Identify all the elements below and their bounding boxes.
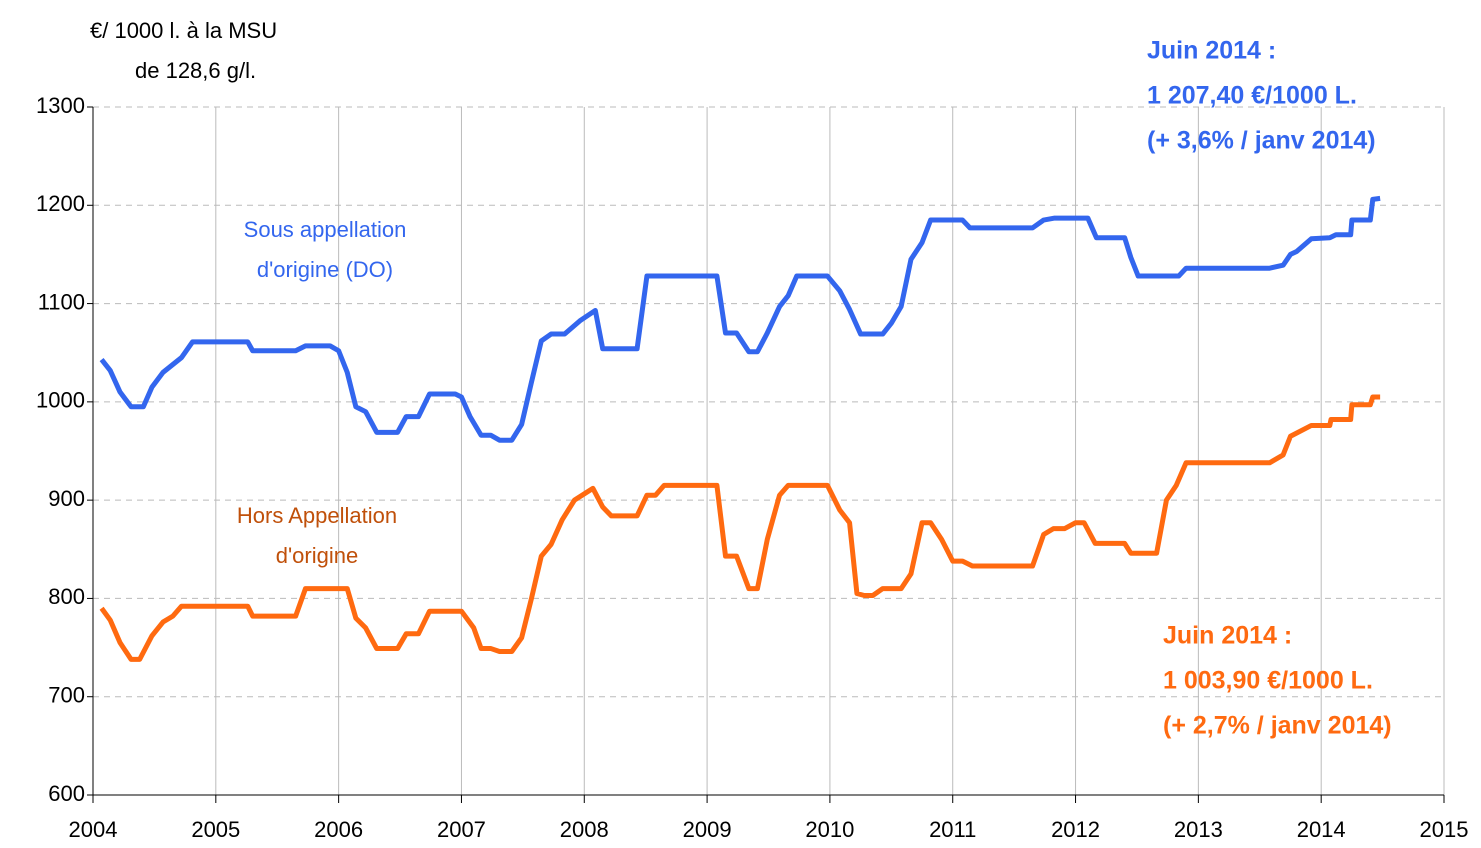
annotation: Juin 2014 :: [1147, 37, 1276, 65]
y-tick-label: 1200: [36, 191, 85, 216]
y-tick-label: 1300: [36, 93, 85, 118]
x-tick-label: 2015: [1420, 817, 1469, 842]
annotation: 1 003,90 €/1000 L.: [1163, 667, 1373, 695]
y-axis-label: €/ 1000 l. à la MSU: [90, 18, 277, 43]
series-label: d'origine: [276, 543, 358, 568]
series-line: [99, 195, 1381, 443]
series-label: Sous appellation: [244, 217, 407, 242]
y-tick-label: 900: [48, 486, 85, 511]
x-tick-label: 2011: [929, 817, 976, 842]
x-tick-label: 2010: [805, 817, 854, 842]
x-tick-label: 2005: [191, 817, 240, 842]
x-tick-label: 2014: [1297, 817, 1346, 842]
annotation: 1 207,40 €/1000 L.: [1147, 82, 1357, 110]
x-tick-label: 2012: [1051, 817, 1100, 842]
y-tick-label: 700: [48, 683, 85, 708]
series-label: Hors Appellation: [237, 503, 397, 528]
x-tick-label: 2013: [1174, 817, 1223, 842]
x-tick-label: 2007: [437, 817, 486, 842]
x-tick-label: 2009: [683, 817, 732, 842]
y-tick-label: 600: [48, 781, 85, 806]
series-label: d'origine (DO): [257, 257, 393, 282]
annotation: (+ 2,7% / janv 2014): [1163, 712, 1392, 740]
y-tick-label: 1100: [38, 289, 85, 314]
x-tick-label: 2006: [314, 817, 363, 842]
y-tick-label: 800: [48, 584, 85, 609]
x-tick-label: 2004: [69, 817, 118, 842]
x-tick-label: 2008: [560, 817, 609, 842]
annotation: (+ 3,6% / janv 2014): [1147, 127, 1376, 155]
y-tick-label: 1000: [36, 388, 85, 413]
y-axis-label: de 128,6 g/l.: [135, 58, 256, 83]
series-line: [99, 394, 1381, 662]
annotation: Juin 2014 :: [1163, 622, 1292, 650]
